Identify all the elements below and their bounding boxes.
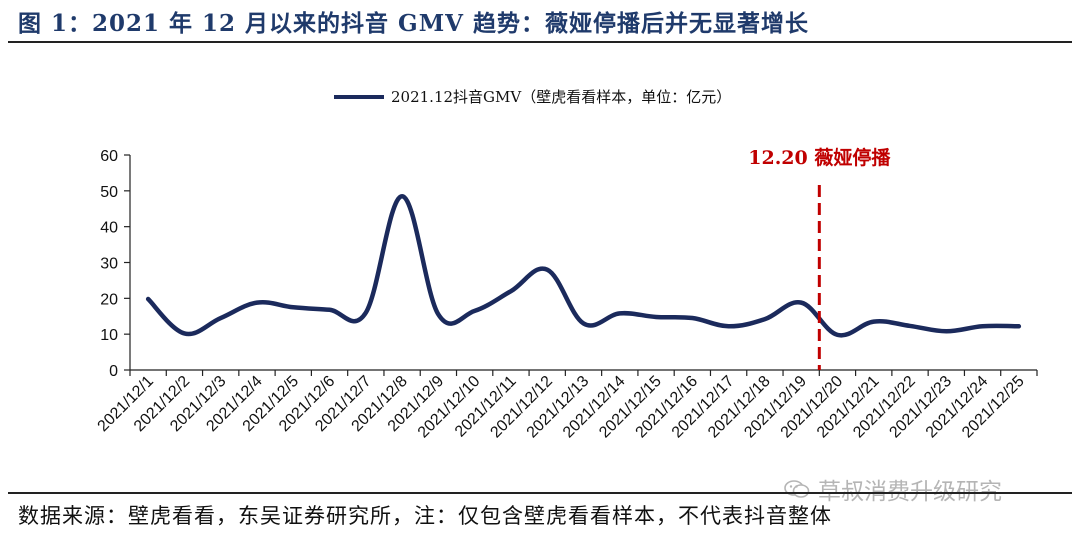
y-tick-label: 60: [100, 148, 118, 165]
y-tick-label: 10: [100, 327, 118, 344]
y-axis-ticks: 0 10 20 30 40 50 60: [100, 148, 130, 380]
source-note: 数据来源：壁虎看看，东吴证券研究所，注：仅包含壁虎看看样本，不代表抖音整体: [18, 504, 832, 528]
chart-legend: 2021.12抖音GMV（壁虎看看样本，单位：亿元）: [334, 88, 731, 106]
y-tick-label: 30: [100, 256, 118, 273]
series-points: [148, 196, 1019, 335]
y-tick-label: 50: [100, 184, 118, 201]
y-tick-label: 40: [100, 220, 118, 237]
title-divider: [8, 41, 1072, 43]
x-axis-ticks: 2021/12/12021/12/22021/12/32021/12/42021…: [95, 370, 1038, 441]
wechat-icon: [784, 480, 810, 498]
annotation-group: 12.20 薇娅停播: [748, 146, 891, 370]
figure-title: 图 1：2021 年 12 月以来的抖音 GMV 趋势：薇娅停播后并无显著增长: [18, 10, 810, 37]
source-divider: [8, 492, 1072, 494]
legend-label: 2021.12抖音GMV（壁虎看看样本，单位：亿元）: [391, 88, 731, 106]
y-tick-label: 20: [100, 291, 118, 308]
chart-axes: [129, 155, 1037, 371]
watermark-text: 草叔消费升级研究: [818, 479, 1002, 505]
gmv-line-chart: 2021.12抖音GMV（壁虎看看样本，单位：亿元） 0 10 20 30 40 50 60…: [95, 88, 1038, 441]
annotation-label: 12.20 薇娅停播: [748, 146, 891, 169]
y-tick-label: 0: [109, 363, 118, 380]
series-line-gmv: [145, 193, 1022, 338]
